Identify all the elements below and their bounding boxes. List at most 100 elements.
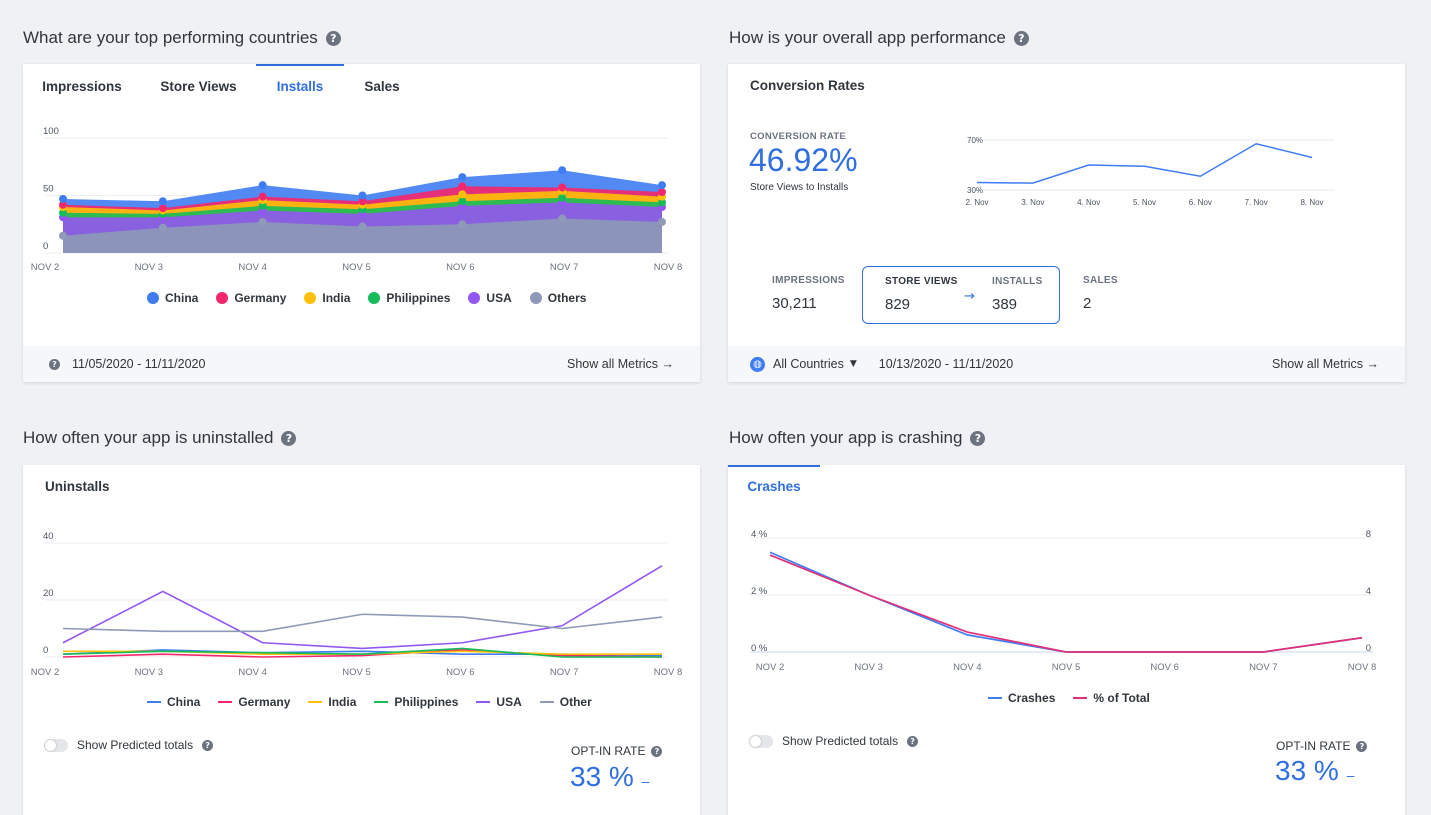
legend-item-germany[interactable]: Germany [216, 291, 286, 305]
countries-tabs: Impressions Store Views Installs Sales [23, 64, 420, 108]
area-others [63, 218, 662, 253]
help-icon[interactable]: ? [49, 358, 60, 370]
data-point-philippines [658, 198, 666, 207]
predicted-totals-toggle[interactable] [749, 734, 773, 748]
section-title-performance: How is your overall app performance ? [729, 28, 1029, 48]
trend-icon: – [641, 773, 650, 789]
line-usa [62, 565, 663, 650]
x-tick-label: NOV 3 [135, 262, 164, 273]
x-tick-label: 5. Nov [1133, 198, 1156, 207]
conversion-chart: 70% 30% 2. Nov 3. Nov 4. Nov 5. Nov 6. Nov 7. N… [965, 136, 1334, 207]
data-point-philippines [558, 193, 567, 202]
globe-icon: ◍ [750, 356, 765, 372]
data-point-india [458, 190, 467, 199]
legend-swatch [147, 701, 161, 703]
data-point-china [158, 197, 167, 206]
tab-impressions[interactable]: Impressions [42, 78, 122, 94]
countries-card: Impressions Store Views Installs Sales 1… [23, 64, 700, 382]
uninstalls-chart: 40 20 0 NOV 2 NOV 3 NOV 4 NOV 5 NOV 6 NOV 7 NOV 8 [31, 531, 683, 678]
x-tick-label: NOV 2 [31, 262, 60, 273]
country-dropdown[interactable]: All Countries ▼ [773, 357, 857, 371]
tab-sales[interactable]: Sales [364, 78, 400, 94]
help-icon[interactable]: ? [281, 430, 297, 446]
uninstalls-header: Uninstalls [45, 479, 110, 494]
uninstalls-card: Uninstalls 40 20 0 NOV 2 NOV 3 NOV 4 NOV 5 NOV … [23, 465, 700, 815]
legend-item-other[interactable]: Other [539, 695, 592, 709]
legend-item-philippines[interactable]: Philippines [368, 291, 450, 305]
legend-item-usa[interactable]: USA [468, 291, 512, 305]
line-other [62, 613, 663, 633]
legend-item-germany[interactable]: Germany [218, 695, 290, 709]
opt-in-rate: OPT-IN RATE ? [571, 744, 663, 758]
y-tick-label-right: 8 [1366, 529, 1371, 540]
tab-installs[interactable]: Installs [256, 64, 344, 108]
legend-item-usa[interactable]: USA [476, 695, 522, 709]
x-tick-label: NOV 5 [1052, 662, 1081, 673]
predicted-totals-toggle[interactable] [44, 738, 68, 752]
data-point-others [59, 231, 67, 240]
legend-swatch [1073, 697, 1088, 699]
crashes-chart: 4 % 8 2 % 4 0 % 0 NOV 2 NOV 3 NOV 4 NOV 5 NOV 6 NOV… [750, 529, 1377, 673]
legend-item-india[interactable]: India [308, 695, 356, 709]
legend-label: Germany [234, 291, 287, 305]
opt-in-value: 33 % – [570, 761, 650, 792]
metric-store-views: STORE VIEWS 829 [885, 276, 958, 313]
data-point-others [158, 223, 167, 232]
x-tick-label: NOV 6 [446, 262, 475, 273]
data-point-germany [558, 183, 567, 192]
predicted-toggle-row: Show Predicted totals ? [749, 734, 919, 748]
help-icon[interactable]: ? [907, 735, 919, 747]
legend-item-india[interactable]: India [304, 291, 350, 305]
show-all-metrics-link[interactable]: Show all Metrics → [567, 357, 674, 371]
data-point-china [558, 166, 567, 175]
crashes-tabs: Crashes [728, 465, 820, 509]
data-point-china [59, 194, 67, 203]
legend-item-others[interactable]: Others [529, 291, 587, 305]
legend-label: Others [547, 291, 587, 305]
tab-crashes[interactable]: Crashes [728, 465, 820, 507]
help-icon[interactable]: ? [325, 30, 341, 46]
section-title-uninstalled: How often your app is uninstalled ? [23, 428, 297, 448]
y-tick-label: 70% [967, 136, 983, 145]
help-icon[interactable]: ? [202, 739, 214, 751]
legend-item-china[interactable]: China [147, 291, 198, 305]
x-tick-label: NOV 7 [1249, 662, 1278, 673]
data-point-china [658, 181, 666, 190]
data-point-philippines [258, 201, 267, 210]
performance-footer: ◍ All Countries ▼ 10/13/2020 - 11/11/202… [728, 346, 1405, 382]
x-tick-label: NOV 8 [1348, 662, 1377, 673]
help-icon[interactable]: ? [1356, 740, 1368, 752]
x-tick-label: NOV 3 [135, 667, 164, 678]
x-tick-label: NOV 7 [550, 667, 579, 678]
store-views-installs-box[interactable]: STORE VIEWS 829 → INSTALLS 389 [862, 266, 1060, 324]
data-point-philippines [458, 197, 467, 206]
help-icon[interactable]: ? [1013, 30, 1029, 46]
x-tick-label: 4. Nov [1077, 198, 1100, 207]
legend-label: India [322, 291, 351, 305]
data-point-philippines [59, 208, 67, 217]
conversion-rate-label: CONVERSION RATE [750, 131, 847, 142]
x-tick-label: 3. Nov [1021, 198, 1044, 207]
date-range: 11/05/2020 - 11/11/2020 [72, 357, 206, 371]
data-point-others [558, 214, 567, 223]
legend-item-philippines[interactable]: Philippines [374, 695, 458, 709]
legend-item-china[interactable]: China [147, 695, 200, 709]
x-tick-label: NOV 4 [953, 662, 982, 673]
countries-footer: ? 11/05/2020 - 11/11/2020 Show all Metri… [23, 346, 700, 382]
x-tick-label: NOV 6 [1150, 662, 1179, 673]
show-all-metrics-link[interactable]: Show all Metrics → [1272, 357, 1379, 371]
y-tick-label: 0 [43, 645, 48, 656]
data-point-germany [258, 192, 267, 201]
legend-label: China [165, 291, 199, 305]
y-tick-label: 20 [43, 588, 54, 599]
y-tick-label: 40 [43, 531, 54, 542]
legend-swatch [988, 697, 1002, 699]
metric-installs: INSTALLS 389 [992, 276, 1043, 313]
tab-store-views[interactable]: Store Views [160, 78, 237, 94]
legend-item--of-total[interactable]: % of Total [1073, 691, 1150, 705]
line-philippines [62, 647, 662, 658]
line-germany [62, 649, 663, 658]
legend-item-crashes[interactable]: Crashes [988, 691, 1055, 705]
help-icon[interactable]: ? [651, 745, 663, 757]
help-icon[interactable]: ? [970, 430, 986, 446]
